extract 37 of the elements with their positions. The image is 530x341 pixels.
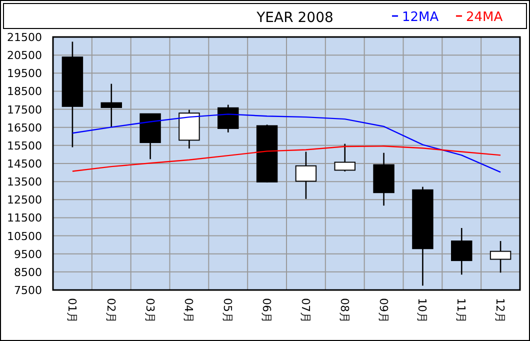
y-tick-label: 7500 bbox=[14, 284, 42, 297]
y-tick-label: 17500 bbox=[7, 103, 42, 116]
y-tick-label: 16500 bbox=[7, 121, 42, 134]
chart-title: YEAR 2008 bbox=[256, 10, 334, 26]
y-tick-label: 18500 bbox=[7, 85, 42, 98]
legend-label: 24MA bbox=[466, 10, 503, 25]
y-tick-label: 11500 bbox=[7, 212, 42, 225]
x-tick-label: 03月 bbox=[143, 298, 156, 323]
x-tick-label: 11月 bbox=[454, 298, 468, 323]
y-tick-label: 21500 bbox=[7, 31, 42, 44]
candlestick bbox=[490, 240, 512, 274]
candlestick bbox=[218, 104, 239, 134]
y-tick-label: 13500 bbox=[7, 176, 42, 189]
x-tick-label: 09月 bbox=[376, 298, 390, 323]
y-tick-label: 15500 bbox=[7, 139, 42, 152]
y-tick-label: 14500 bbox=[7, 158, 42, 170]
x-tick-label: 02月 bbox=[104, 298, 118, 323]
x-tick-label: 04月 bbox=[182, 298, 196, 323]
candlestick bbox=[295, 151, 317, 200]
line-series bbox=[72, 146, 502, 172]
y-tick-label: 12500 bbox=[7, 194, 42, 207]
candlestick bbox=[334, 143, 356, 172]
legend-label: 12MA bbox=[402, 10, 439, 25]
x-tick-label: 07月 bbox=[298, 298, 312, 323]
x-tick-label: 10月 bbox=[416, 298, 429, 323]
y-tick-label: 8500 bbox=[14, 266, 42, 279]
y-tick-label: 20500 bbox=[7, 49, 42, 62]
y-tick-label: 10500 bbox=[7, 230, 42, 243]
candlestick bbox=[100, 83, 122, 128]
x-tick-label: 01月 bbox=[65, 298, 78, 323]
x-tick-label: 12月 bbox=[494, 298, 507, 323]
x-tick-label: 06月 bbox=[260, 298, 274, 323]
y-tick-label: 19500 bbox=[7, 67, 42, 80]
y-tick-label: 9500 bbox=[14, 248, 42, 261]
x-tick-label: 08月 bbox=[338, 298, 351, 323]
x-tick-label: 05月 bbox=[221, 298, 234, 323]
candlestick bbox=[451, 227, 472, 276]
